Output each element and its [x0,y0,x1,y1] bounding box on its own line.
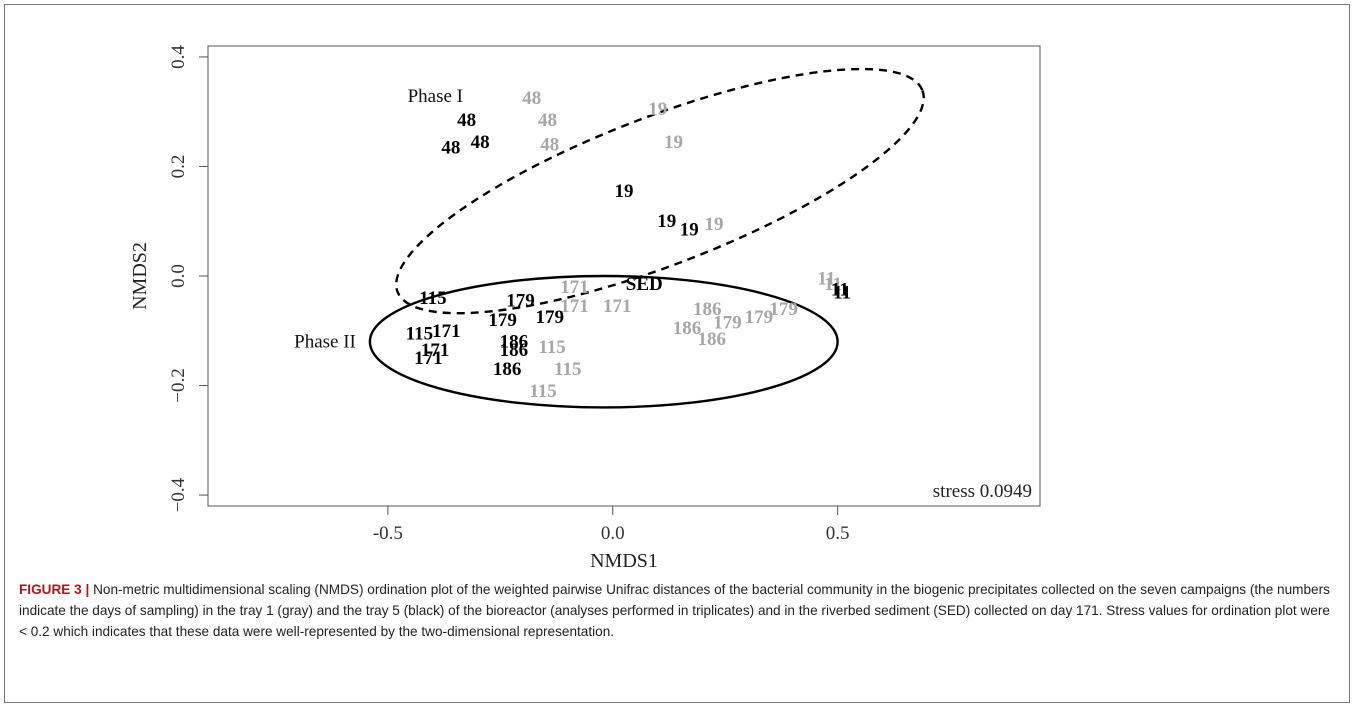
phase-ii-ellipse [368,274,839,409]
tray1-point-label: 186 [693,299,722,320]
tray1-point-label: 115 [538,337,565,358]
tray5-point-label: 171 [414,348,443,369]
phase-ii-label: Phase II [294,332,356,353]
tray5-point-label: 186 [500,332,529,353]
tray1-point-label: 179 [713,313,742,334]
tray5-point-label: 186 [493,359,522,380]
y-tick-label: −0.2 [168,368,189,402]
tray5-point-label: 179 [506,291,535,312]
tray5-point-label: SED [626,274,663,295]
tray1-point-label: 11 [824,274,842,295]
y-tick-label: 0.4 [168,45,189,69]
tray5-point-label: 19 [615,181,634,202]
tray1-point-label: 115 [554,359,581,380]
tray5-point-label: 48 [471,132,490,153]
phase-i-ellipse [395,67,925,315]
tray1-point-label: 171 [560,277,589,298]
tray1-point-label: 19 [648,99,667,120]
tray5-point-label: 186 [500,340,529,361]
tray5-point-label: 115 [419,288,446,309]
figure-frame: -0.5 0.0 0.5 −0.4 −0.2 0.0 0.2 0.4 NMDS1 NMDS2 str… [4,4,1350,703]
tray5-point-label: 115 [406,324,433,345]
phase-i-label: Phase I [408,86,463,107]
tray1-point-label: 48 [540,135,559,156]
tray1-point-label: 179 [745,307,774,328]
tray1-point-label: 19 [664,132,683,153]
figure-caption: FIGURE 3 | Non-metric multidimensional s… [19,579,1339,642]
figure-caption-text: Non-metric multidimensional scaling (NMD… [19,582,1330,639]
tray5-point-label: 11 [833,282,851,303]
tray5-point-label: 11 [831,280,849,301]
tray1-point-label: 48 [522,88,541,109]
tray1-point-label: 171 [560,296,589,317]
axes-layer: -0.5 0.0 0.5 −0.4 −0.2 0.0 0.2 0.4 NMDS1 NMDS2 str… [129,45,1041,570]
tray5-point-label: 48 [441,137,460,158]
ellipse-layer [368,67,925,409]
tray5-point-label: 179 [536,307,565,328]
y-axis-title: NMDS2 [129,242,151,310]
tray1-point-label: 186 [697,329,726,350]
tray1-point-label: 115 [529,381,556,402]
figure-label: FIGURE 3 | [19,582,90,597]
labels-layer: Phase I Phase II [294,86,463,353]
y-tick-label: −0.4 [168,477,189,512]
tray5-point-label: 171 [432,321,461,342]
tray1-point-label: 48 [538,110,557,131]
tray1-point-label: 11 [817,269,835,290]
tray5-point-label: 179 [488,310,517,331]
y-tick-label: 0.2 [168,155,189,179]
tray5-point-label: 19 [657,211,676,232]
y-tick-label: 0.0 [168,264,189,288]
x-tick-label: 0.5 [826,523,850,544]
x-axis-title: NMDS1 [590,550,658,570]
x-tick-label: -0.5 [373,523,403,544]
x-tick-label: 0.0 [601,523,625,544]
tray5-point-label: 48 [457,110,476,131]
tray1-point-label: 171 [603,296,632,317]
nmds-plot: -0.5 0.0 0.5 −0.4 −0.2 0.0 0.2 0.4 NMDS1 NMDS2 str… [129,45,1041,570]
tray1-point-label: 19 [704,214,723,235]
tray5-point-label: 171 [421,340,450,361]
stress-annotation: stress 0.0949 [933,481,1032,502]
tray5-point-label: 19 [680,219,699,240]
tray1-point-label: 186 [673,318,702,339]
tray1-point-label: 179 [769,299,798,320]
